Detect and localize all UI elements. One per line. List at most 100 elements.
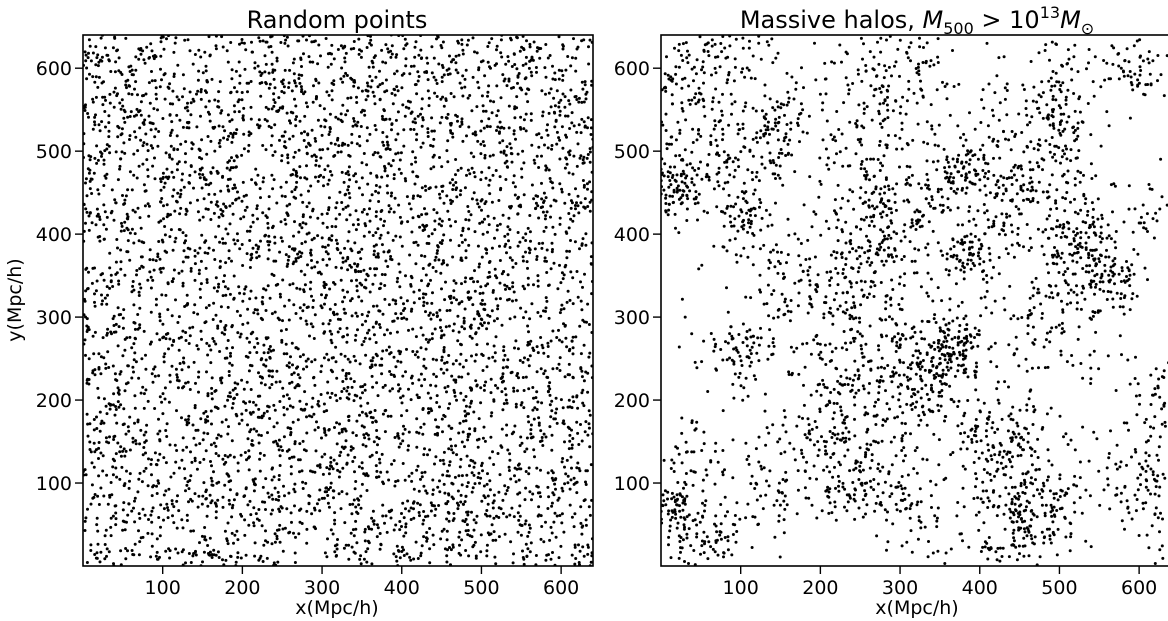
data-point	[583, 83, 587, 87]
data-point	[571, 172, 575, 176]
data-point	[504, 393, 508, 397]
data-point	[384, 514, 388, 518]
data-point	[297, 230, 301, 234]
data-point	[536, 204, 540, 208]
data-point	[191, 423, 195, 427]
data-point	[499, 186, 503, 190]
data-point	[464, 276, 468, 280]
data-point	[582, 38, 586, 42]
data-point	[506, 298, 509, 302]
data-point	[326, 147, 330, 151]
data-point	[451, 199, 454, 203]
data-point	[102, 184, 106, 187]
data-point	[255, 250, 259, 254]
data-point	[189, 101, 193, 105]
data-point	[389, 255, 393, 258]
data-point	[413, 55, 417, 59]
data-point	[305, 527, 309, 531]
data-point	[113, 413, 117, 417]
data-point	[434, 269, 438, 273]
data-point	[347, 191, 351, 195]
data-point	[100, 302, 104, 306]
data-point	[288, 202, 292, 206]
data-point	[407, 328, 410, 332]
data-point	[327, 206, 331, 210]
data-point	[378, 547, 382, 551]
data-point	[548, 54, 552, 57]
data-point	[294, 312, 298, 315]
data-point	[394, 302, 398, 306]
data-point	[241, 322, 245, 326]
data-point	[427, 242, 431, 245]
data-point	[215, 289, 219, 293]
data-point	[460, 42, 464, 46]
data-point	[551, 551, 554, 554]
data-point	[479, 322, 483, 326]
data-point	[341, 368, 345, 372]
data-point	[141, 507, 145, 511]
data-point	[346, 239, 350, 243]
data-point	[546, 146, 550, 150]
data-point	[406, 448, 410, 452]
data-point	[94, 45, 98, 49]
data-point	[379, 282, 383, 286]
data-point	[514, 262, 518, 265]
data-point	[347, 419, 351, 422]
data-point	[128, 479, 131, 483]
data-point	[242, 118, 245, 122]
data-point	[536, 279, 540, 283]
data-point	[508, 228, 512, 232]
data-point	[330, 98, 334, 102]
data-point	[417, 431, 421, 435]
data-point	[103, 149, 107, 153]
data-point	[477, 205, 481, 209]
data-point	[305, 431, 309, 435]
data-point	[352, 84, 356, 88]
data-point	[409, 64, 413, 68]
data-point	[573, 545, 577, 549]
data-point	[193, 303, 197, 307]
data-point	[180, 368, 184, 372]
data-point	[302, 448, 306, 452]
data-point	[261, 180, 265, 184]
data-point	[587, 505, 591, 509]
data-point	[193, 406, 197, 410]
data-point	[464, 256, 468, 260]
data-point	[468, 427, 472, 431]
data-point	[271, 466, 274, 470]
data-point	[99, 150, 102, 154]
data-point	[545, 375, 549, 379]
data-point	[172, 471, 176, 475]
data-point	[412, 128, 416, 131]
data-point	[274, 380, 278, 384]
data-point	[386, 250, 390, 254]
data-point	[138, 109, 142, 113]
data-point	[238, 247, 242, 251]
data-point	[524, 62, 528, 66]
data-point	[289, 431, 293, 434]
data-point	[539, 537, 543, 541]
data-point	[88, 168, 92, 172]
data-point	[547, 91, 551, 95]
data-point	[510, 65, 514, 68]
data-point	[553, 78, 557, 82]
data-point	[199, 97, 203, 101]
data-point	[174, 36, 178, 40]
data-point	[142, 433, 146, 437]
data-point	[531, 408, 535, 412]
data-point	[264, 81, 268, 84]
data-point	[526, 358, 530, 361]
data-point	[186, 380, 190, 384]
data-point	[164, 461, 168, 465]
data-point	[174, 460, 178, 464]
data-point	[485, 514, 489, 518]
data-point	[189, 474, 193, 478]
data-point	[368, 290, 372, 294]
data-point	[121, 449, 125, 453]
data-point	[588, 160, 592, 164]
data-point	[87, 154, 91, 158]
data-point	[476, 244, 480, 248]
data-point	[468, 432, 472, 436]
data-point	[120, 224, 124, 228]
data-point	[293, 490, 297, 494]
